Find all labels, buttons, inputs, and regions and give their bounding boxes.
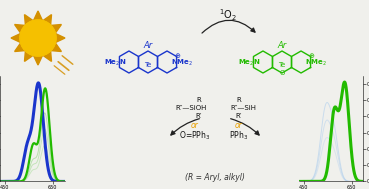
Text: NMe$_2$: NMe$_2$ xyxy=(172,58,194,68)
Text: Me$_2$N: Me$_2$N xyxy=(238,58,260,68)
Text: Ar: Ar xyxy=(144,40,153,50)
Polygon shape xyxy=(24,51,33,61)
Text: R″—SiOH: R″—SiOH xyxy=(175,105,207,111)
Polygon shape xyxy=(34,55,42,65)
Text: Ar: Ar xyxy=(277,40,287,50)
Text: R: R xyxy=(237,97,241,103)
Polygon shape xyxy=(34,11,42,21)
FancyArrowPatch shape xyxy=(202,20,255,33)
FancyArrowPatch shape xyxy=(171,119,199,135)
Text: R″—SiH: R″—SiH xyxy=(230,105,256,111)
Circle shape xyxy=(20,20,56,56)
Text: Te: Te xyxy=(278,62,286,68)
Polygon shape xyxy=(43,51,52,61)
Text: or: or xyxy=(191,122,199,130)
Text: O=PPh$_3$: O=PPh$_3$ xyxy=(179,130,211,142)
Polygon shape xyxy=(55,33,65,43)
Text: $\oplus$: $\oplus$ xyxy=(308,50,315,60)
Polygon shape xyxy=(51,25,61,33)
Text: (R = Aryl, alkyl): (R = Aryl, alkyl) xyxy=(185,174,245,183)
Text: or: or xyxy=(235,122,243,130)
Text: Te: Te xyxy=(144,62,152,68)
Text: PPh$_3$: PPh$_3$ xyxy=(230,130,249,142)
Text: $^1$O$_2$: $^1$O$_2$ xyxy=(219,7,237,23)
Text: R: R xyxy=(197,97,201,103)
Polygon shape xyxy=(15,25,25,33)
Text: NMe$_2$: NMe$_2$ xyxy=(306,58,328,68)
Polygon shape xyxy=(51,43,61,51)
Text: $\oplus$: $\oplus$ xyxy=(174,50,181,60)
Polygon shape xyxy=(15,43,25,51)
Text: R′: R′ xyxy=(196,113,202,119)
Polygon shape xyxy=(11,33,21,43)
Text: Me$_2$N: Me$_2$N xyxy=(104,58,126,68)
Text: R′: R′ xyxy=(236,113,242,119)
Polygon shape xyxy=(24,15,33,25)
Polygon shape xyxy=(43,15,52,25)
FancyArrowPatch shape xyxy=(231,119,259,135)
Circle shape xyxy=(20,20,56,56)
Text: O: O xyxy=(279,70,285,76)
